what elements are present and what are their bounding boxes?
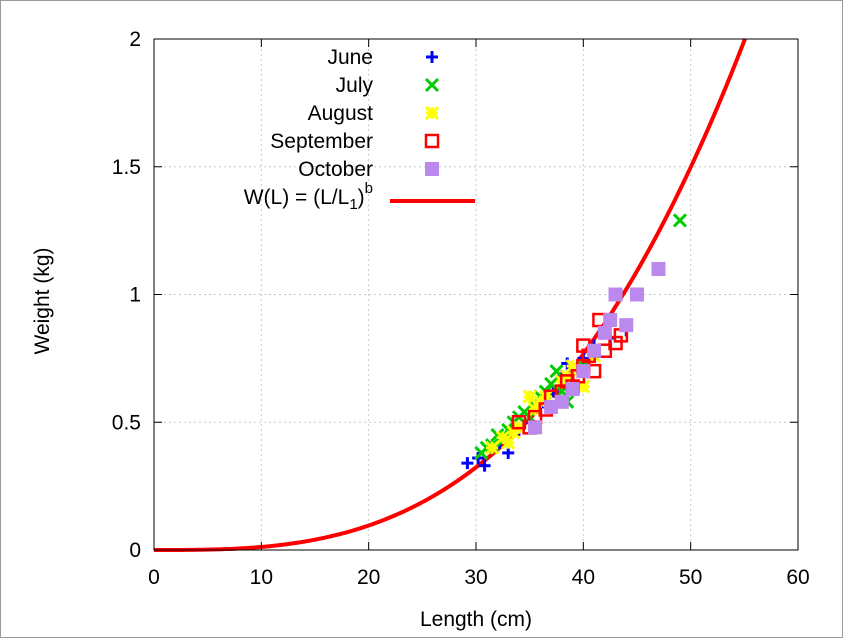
marker-stroke xyxy=(549,364,564,379)
legend-marker-october xyxy=(425,162,439,176)
legend-label-september: September xyxy=(270,130,373,153)
marker-shape xyxy=(554,394,569,409)
x-tick-label: 30 xyxy=(464,566,487,589)
legend-marker-september xyxy=(424,133,440,149)
data-point-october xyxy=(597,325,612,340)
y-axis-title: Weight (kg) xyxy=(31,248,54,355)
data-point-june xyxy=(478,459,491,472)
data-point-october xyxy=(576,364,591,379)
x-tick-label: 60 xyxy=(786,566,809,589)
marker-shape xyxy=(603,313,618,328)
marker-stroke xyxy=(485,440,500,455)
legend-label-june: June xyxy=(327,46,373,69)
data-point-july xyxy=(672,213,687,228)
marker-stroke xyxy=(424,77,440,93)
fit-curve-layer xyxy=(154,38,747,552)
data-point-october xyxy=(565,382,580,397)
marker-shape xyxy=(651,261,666,276)
legend-label-october: October xyxy=(298,158,373,181)
x-axis-title: Length (cm) xyxy=(420,608,532,631)
marker-stroke xyxy=(501,435,516,450)
y-tick-label: 1 xyxy=(129,284,141,307)
marker-shape xyxy=(576,364,591,379)
data-point-october xyxy=(630,287,644,302)
legend-marker-june xyxy=(426,51,438,63)
data-point-august xyxy=(522,389,537,404)
data-point-october xyxy=(608,287,623,302)
grid-lines xyxy=(154,39,798,550)
data-point-october xyxy=(603,313,618,328)
data-point-june xyxy=(461,457,474,470)
marker-shape xyxy=(619,318,634,333)
marker-shape xyxy=(597,325,612,340)
x-tick-label: 10 xyxy=(250,566,273,589)
marker-stroke xyxy=(544,376,559,391)
legend-marker-august xyxy=(424,105,440,121)
marker-shape xyxy=(544,399,559,414)
marker-shape xyxy=(565,382,580,397)
data-points xyxy=(461,213,687,472)
x-tick-label: 50 xyxy=(679,566,702,589)
data-point-october xyxy=(619,318,634,333)
x-tick-label: 0 xyxy=(148,566,160,589)
marker-shape xyxy=(608,287,623,302)
data-point-october xyxy=(554,394,569,409)
marker-stroke xyxy=(522,389,537,404)
y-tick-label: 2 xyxy=(129,28,141,51)
marker-shape xyxy=(425,162,439,176)
x-tick-label: 20 xyxy=(357,566,380,589)
legend-marker-july xyxy=(424,77,440,93)
data-point-october xyxy=(651,261,666,276)
y-tick-label: 0.5 xyxy=(112,411,141,434)
marker-stroke xyxy=(424,105,440,121)
y-tick-label: 0 xyxy=(129,539,141,562)
marker-shape xyxy=(528,420,543,435)
data-point-august xyxy=(501,435,516,450)
legend-label-fit: W(L) = (L/L1)b xyxy=(244,180,373,213)
data-point-june xyxy=(502,446,515,459)
fit-curve-line xyxy=(154,38,747,552)
legend-label-july: July xyxy=(336,74,374,97)
data-point-august xyxy=(485,440,500,455)
data-point-october xyxy=(544,399,559,414)
data-point-october xyxy=(528,420,543,435)
y-tick-label: 1.5 xyxy=(112,156,141,179)
marker-shape xyxy=(587,343,602,358)
marker-shape xyxy=(424,133,440,149)
marker-shape xyxy=(630,287,644,302)
marker-stroke xyxy=(672,213,687,228)
axis-ticks: 0 10 20 30 40 50 60 0 0.5 1 1.5 2 xyxy=(112,28,810,589)
data-point-october xyxy=(587,343,602,358)
legend-label-august: August xyxy=(308,102,374,125)
x-tick-label: 40 xyxy=(572,566,595,589)
